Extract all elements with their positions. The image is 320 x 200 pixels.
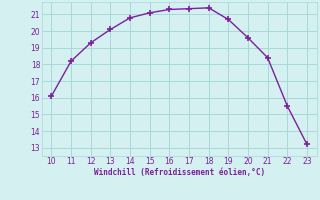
X-axis label: Windchill (Refroidissement éolien,°C): Windchill (Refroidissement éolien,°C) (94, 168, 265, 177)
